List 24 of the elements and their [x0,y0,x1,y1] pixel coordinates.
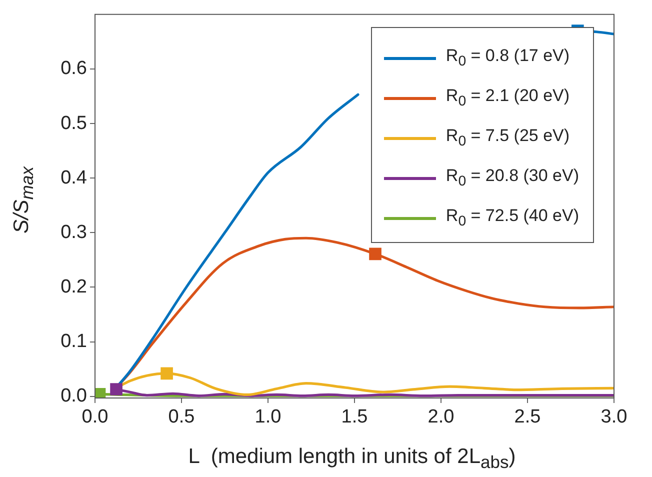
y-tick-label: 0.4 [60,167,88,188]
legend-label: R$_{0}$ = 72.5 (40 eV) [446,206,579,230]
y-tick-label: 0.0 [60,386,87,407]
point [369,248,382,260]
y-tick-label: 0.6 [60,58,87,80]
y-tick-label: 0.3 [60,222,87,243]
x-tick-label: 0.5 [168,406,195,428]
legend-label: R$_{0}$ = 20.8 (30 eV) [446,166,579,190]
x-tick-label: 1.5 [341,406,368,428]
point [95,388,106,398]
x-tick-label: 0.0 [82,406,108,428]
y-tick-label: 0.5 [60,112,87,134]
y-tick-label: 0.2 [60,276,87,298]
x-tick-label: 1.0 [254,406,282,428]
x-axis-title: L (medium length in units of 2L$_{abs}$) [188,444,516,474]
x-tick-label: 3.0 [600,406,628,428]
x-tick-label: 2.5 [514,406,541,428]
point [110,383,122,396]
x-tick-label: 2.0 [428,406,454,428]
legend-label: R$_{0}$ = 2.1 (20 eV) [446,86,570,110]
legend-label: R$_{0}$ = 7.5 (25 eV) [446,126,570,150]
y-tick-label: 0.1 [60,331,87,352]
point [160,367,173,380]
legend-label: R$_{0}$ = 0.8 (17 eV) [446,46,570,70]
